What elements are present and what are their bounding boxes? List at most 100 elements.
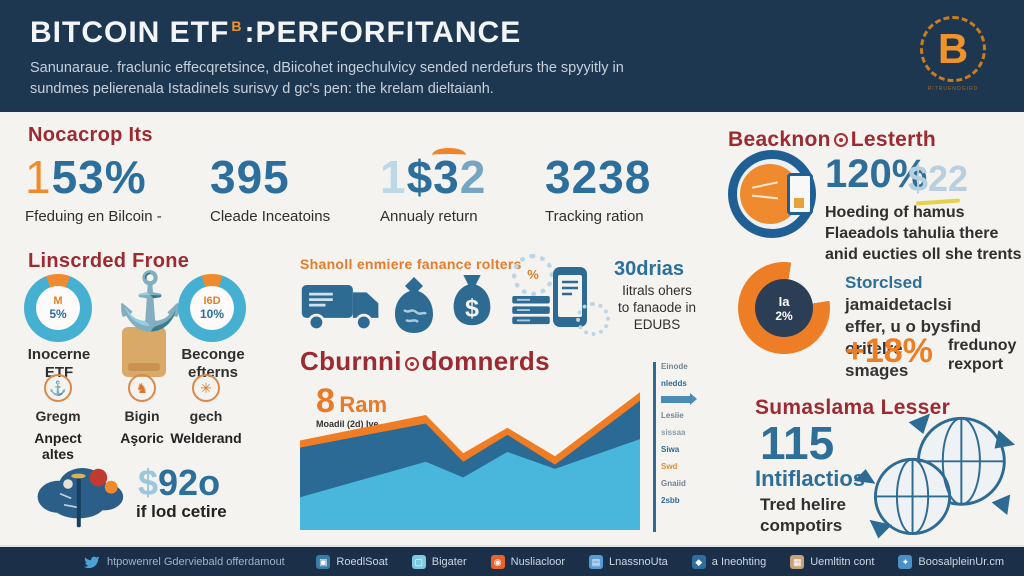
- subtitle: Sanunaraue. fraclunic effecqretsince, dB…: [30, 58, 624, 100]
- flow-side-value: 30drias: [614, 258, 685, 280]
- area-chart: [300, 392, 640, 530]
- bitcoin-logo-letter: B: [937, 25, 969, 72]
- donut-center-top: I6D: [203, 295, 221, 307]
- footer-app-icon: ✦: [898, 554, 913, 569]
- footer-brand: htpowenrel Gderviebald offerdamout: [84, 555, 285, 568]
- holdings-circle-icon: [728, 150, 816, 238]
- red-circle-icon: [404, 357, 419, 371]
- donut-chart-storclsed: Ia 2%: [738, 262, 830, 354]
- footer-item-label: RoedlSoat: [336, 555, 388, 568]
- footer-item: ▤ LnassnoUta: [589, 554, 668, 569]
- document-icon: [787, 173, 813, 215]
- stat-annual-return: 1$32 Annualy return: [380, 148, 486, 225]
- legend-item: nledds: [661, 379, 687, 388]
- money-bag-icon: [395, 277, 433, 333]
- globe-stat-value: $92o: [138, 462, 221, 503]
- donut-center-top: Ia: [778, 293, 790, 309]
- panel1-heading: Beacknon Lesterth: [728, 128, 937, 151]
- stat-prefix: 1: [25, 151, 52, 203]
- cards-stack-icon: [512, 296, 550, 325]
- bitcoin-superscript-icon: B: [231, 18, 243, 34]
- panel2-delta-value: +18%: [845, 332, 933, 370]
- panel1-text: Hoeding of hamus Flaeadols tahulia there…: [825, 204, 1022, 263]
- stat-cleade-inceatoins: 395 Cleade Inceatoins: [210, 150, 330, 225]
- legend-item: 2sbb: [661, 496, 680, 505]
- feature-icon: ✳: [192, 374, 220, 402]
- donut-center-value: 10%: [199, 307, 225, 321]
- donut-chart-beconge: I6D 10%: [178, 274, 246, 342]
- header: BITCOIN ETF B:PERFORFITANCE Sanunaraue. f…: [0, 0, 1024, 112]
- svg-text:$: $: [465, 294, 479, 322]
- stat-label: Tracking ration: [545, 208, 644, 225]
- currency-sign: $: [138, 462, 159, 503]
- panel2-text: Storclsed jamaidetaclsi effer, u o bysfi…: [845, 273, 982, 380]
- orange-accent-arc: [432, 148, 466, 162]
- feature-gech: ✳ gech Welderand: [168, 374, 244, 446]
- title-part-1: BITCOIN ETF: [30, 16, 230, 49]
- anchor-icon: ⚓: [115, 269, 185, 332]
- gear-percent-icon: %: [512, 254, 554, 296]
- subtitle-line-2: sundmes pelierenala Istadinels surisvy d…: [30, 81, 494, 97]
- donut-chart-inocerne-etf: M 5%: [24, 274, 92, 342]
- footer-app-icon: ▤: [589, 554, 604, 569]
- footer: htpowenrel Gderviebald offerdamout ▣ Roed…: [0, 545, 1024, 576]
- chart-annotation: 8 Ram Moadil (2d) Ive: [316, 382, 388, 429]
- footer-item: ▦ Uemltitn cont: [790, 554, 875, 569]
- footer-item-label: BoosalpleinUr.cm: [918, 555, 1004, 568]
- stat-label: Ffeduing en Bilcoin -: [25, 208, 162, 225]
- stat-value: 53%: [51, 151, 147, 203]
- chart-heading: Cburnni domnerds: [300, 346, 550, 376]
- subtitle-line-1: Sanunaraue. fraclunic effecqretsince, dB…: [30, 60, 624, 76]
- chart-legend: Einode nledds Lesiie sissaa Siwa Swd Gnaiid 2sb…: [653, 362, 701, 532]
- donut-center-value: 2%: [775, 308, 793, 323]
- footer-item: ▣ RoedlSoat: [316, 554, 388, 569]
- footer-item-label: Bigater: [431, 555, 467, 568]
- stat-tracking-ration: 3238 Tracking ration: [545, 150, 651, 225]
- footer-item-label: LnassnoUta: [609, 555, 668, 568]
- flow-side-text: Iitrals ohers to fanaode in EDUBS: [617, 283, 697, 332]
- footer-item: ▢ Bigater: [411, 554, 467, 569]
- stat-value: 395: [210, 151, 290, 203]
- stat-value-pale: 1: [380, 151, 407, 203]
- feature-gregm: ⚓ Gregm Anpect altes: [20, 374, 96, 462]
- dollar-bag-icon: $: [453, 274, 491, 326]
- panel3-text: Tred helire compotirs: [760, 495, 846, 535]
- legend-arrow-icon: [661, 393, 697, 405]
- legend-item: Einode: [661, 362, 688, 371]
- footer-app-icon: ◉: [490, 554, 505, 569]
- anchor-trophy-icon: ⚓: [112, 269, 185, 382]
- logo-caption: RITRUENOGIRD: [927, 86, 979, 92]
- flow-caption: Shanoll enmiere fanance rolters: [300, 256, 522, 272]
- footer-app-icon: ▦: [790, 554, 805, 569]
- stats-heading: Nocacrop Its: [28, 124, 153, 146]
- globe-stat-label: if lod cetire: [136, 502, 227, 521]
- stat-label: Annualy return: [380, 208, 478, 225]
- panel1-value: 120%: [825, 152, 928, 196]
- footer-item-label: Uemltitn cont: [810, 555, 875, 568]
- legend-item: Siwa: [661, 445, 680, 454]
- truck-icon: [301, 285, 379, 332]
- legend-item: sissaa: [661, 428, 686, 437]
- panel2-delta-label: fredunoy rexport: [948, 337, 1017, 373]
- panel3-heading: Sumaslama Lesser: [755, 396, 951, 419]
- stat-label: Cleade Inceatoins: [210, 208, 331, 225]
- footer-item: ◆ a Ineohting: [691, 554, 767, 569]
- panel3-value: 115: [760, 417, 835, 469]
- panel1-value-secondary: $22: [908, 158, 969, 199]
- page-title: BITCOIN ETF B:PERFORFITANCE: [30, 16, 521, 50]
- gear-badge-icon: [576, 302, 610, 336]
- feature-icon: ♞: [128, 374, 156, 402]
- footer-item-label: a Ineohting: [711, 555, 767, 568]
- feature-bigin: ♞ Bigin Aşoric: [104, 374, 180, 446]
- bitcoin-logo-icon: B: [920, 16, 986, 82]
- panel3-subvalue: Intiflactios: [755, 466, 866, 491]
- globes-network-icon: [852, 408, 1018, 545]
- title-part-2: :PERFORFITANCE: [244, 16, 522, 49]
- feature-icon: ⚓: [44, 374, 72, 402]
- legend-item: Swd: [661, 462, 678, 471]
- donut-center-top: M: [53, 295, 63, 307]
- stat-value: 3238: [545, 151, 652, 203]
- stat-feeding-bitcoin: 153% Ffeduing en Bilcoin -: [25, 150, 162, 225]
- donut-center-value: 5%: [49, 307, 67, 321]
